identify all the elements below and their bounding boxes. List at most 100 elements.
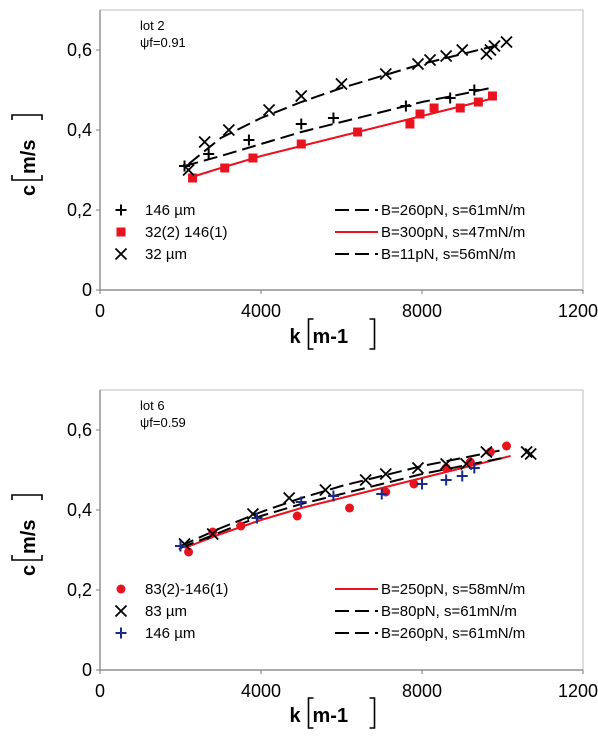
plot-area: [99, 9, 584, 291]
y-axis-unit: m/s: [18, 140, 40, 174]
y-tick-label: 0,6: [67, 40, 92, 60]
data-point: [208, 527, 218, 537]
x-axis-label: k: [290, 705, 302, 727]
series-1-points: [184, 441, 512, 557]
data-point: [405, 119, 415, 129]
chart-panel-1: 0 0,2 0,4 0,6 0 4000 8000 12000 k m-1 c m/s lot 2 ψf=…: [11, 9, 598, 350]
data-point: [465, 457, 475, 467]
x-tick-label: 12000: [558, 681, 598, 701]
y-axis-label-group: c m/s: [11, 494, 43, 576]
data-point: [416, 478, 428, 490]
y-label-bracket-right: [11, 494, 43, 500]
data-point: [292, 511, 302, 521]
fit-line-1: [184, 87, 491, 167]
legend-marker-3: [115, 627, 127, 639]
y-tick-label: 0,2: [67, 200, 92, 220]
data-point: [319, 483, 332, 497]
data-point: [502, 441, 512, 451]
lot-annotation: lot 2: [140, 18, 165, 33]
series-2-points: [178, 445, 537, 551]
series-3-points: [175, 462, 480, 552]
data-point: [429, 103, 439, 113]
data-point: [327, 490, 339, 502]
legend-marker-3: [114, 247, 128, 261]
data-point: [440, 49, 453, 63]
y-tick-label: 0,4: [67, 500, 92, 520]
data-point: [456, 470, 468, 482]
data-point: [198, 135, 211, 149]
y-tick-label: 0,6: [67, 420, 92, 440]
fit-line-3: [187, 43, 503, 165]
x-label-bracket-right: [369, 697, 376, 729]
y-axis-unit: m/s: [18, 520, 40, 554]
data-point: [444, 92, 456, 104]
legend-marker-1: [115, 204, 127, 216]
data-point: [415, 109, 425, 119]
data-point: [345, 503, 355, 513]
lot-annotation: ψf=0.91: [140, 35, 186, 50]
data-point: [248, 153, 258, 163]
chart-panel-2: 0 0,2 0,4 0,6 0 4000 8000 12000 k m-1 c m/s lot 6 ψf=…: [11, 389, 598, 729]
data-point: [468, 84, 480, 96]
x-label-bracket-right: [369, 318, 376, 350]
data-point: [182, 163, 195, 177]
legend-marker-2: [114, 604, 128, 618]
data-point: [473, 97, 483, 107]
legend-fit-label: B=250pN, s=58mN/m: [381, 581, 525, 598]
x-tick-label: 8000: [402, 681, 442, 701]
series-2-points: [188, 91, 497, 183]
data-point: [353, 127, 363, 137]
legend-fit-label: B=300pN, s=47mN/m: [381, 224, 525, 241]
data-point: [295, 496, 307, 508]
x-tick-label: 0: [95, 681, 105, 701]
x-tick-label: 4000: [241, 681, 281, 701]
x-tick-label: 0: [95, 301, 105, 321]
legend-series-label: 83 µm: [145, 603, 187, 620]
data-point: [295, 89, 308, 103]
legend-series-label: 146 µm: [145, 625, 195, 642]
legend-fit-label: B=260pN, s=61mN/m: [381, 202, 525, 219]
data-point: [327, 112, 339, 124]
data-point: [175, 540, 186, 552]
data-point: [220, 163, 230, 173]
legend-marker-1: [116, 584, 126, 594]
series-1-points: [179, 84, 480, 172]
data-point: [488, 39, 501, 53]
y-tick-label: 0,2: [67, 580, 92, 600]
data-point: [243, 134, 255, 146]
data-point: [335, 77, 348, 91]
legend-series-label: 32(2) 146(1): [145, 224, 228, 241]
data-point: [440, 474, 452, 486]
legend-series-label: 146 µm: [145, 202, 195, 219]
data-point: [411, 461, 425, 475]
y-label-bracket-left: [11, 555, 43, 561]
data-point: [359, 473, 372, 487]
y-axis-label-group: c m/s: [11, 114, 43, 196]
legend-fit-label: B=11pN, s=56mN/m: [381, 246, 516, 263]
data-point: [423, 53, 437, 67]
data-point: [411, 57, 425, 71]
x-tick-label: 12000: [558, 301, 598, 321]
legend-series-label: 32 µm: [145, 246, 187, 263]
fit-line-2: [188, 97, 495, 179]
y-tick-label: 0: [82, 660, 92, 680]
data-point: [203, 148, 215, 160]
data-point: [500, 35, 513, 49]
x-axis-unit: m-1: [313, 326, 349, 348]
data-point: [409, 479, 419, 489]
data-point: [455, 103, 465, 113]
lot-annotation: ψf=0.59: [140, 415, 186, 430]
data-point: [262, 103, 276, 117]
y-tick-label: 0,4: [67, 120, 92, 140]
data-point: [295, 118, 307, 130]
legend-fit-label: B=80pN, s=61mN/m: [381, 603, 517, 620]
x-label-bracket-left: [307, 318, 314, 350]
data-point: [524, 447, 537, 461]
legend-series-label: 83(2)-146(1): [145, 581, 228, 598]
data-point: [236, 521, 246, 531]
y-axis-label: c: [18, 565, 40, 576]
data-point: [184, 547, 194, 557]
lot-annotation: lot 6: [140, 398, 165, 413]
data-point: [487, 91, 497, 101]
